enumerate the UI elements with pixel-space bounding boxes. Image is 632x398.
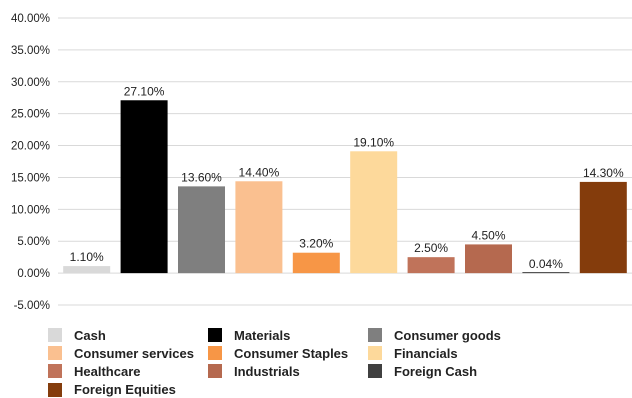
bar-foreign-equities	[579, 181, 627, 274]
bar-consumer-services	[235, 181, 283, 274]
bar-healthcare	[407, 257, 455, 274]
data-label: 14.40%	[239, 165, 280, 179]
y-tick-label: 25.00%	[11, 109, 50, 121]
legend-swatch	[368, 364, 382, 379]
bar-industrials	[465, 244, 512, 274]
y-tick-label: 5.00%	[17, 236, 50, 248]
legend-label: Cash	[74, 327, 106, 343]
legend-label: Materials	[234, 327, 291, 343]
data-label: 4.50%	[471, 228, 505, 242]
legend-swatch	[48, 382, 62, 397]
data-label: 2.50%	[414, 241, 448, 255]
legend-swatch	[208, 346, 222, 361]
legend-swatch	[368, 346, 382, 361]
legend-swatch	[208, 364, 222, 379]
legend-label: Healthcare	[74, 363, 141, 379]
data-label: 19.10%	[353, 135, 394, 149]
legend-label: Industrials	[234, 363, 300, 379]
data-label: 1.10%	[70, 250, 104, 264]
legend-item-consumer-services: Consumer services	[48, 345, 194, 361]
y-tick-label: 10.00%	[11, 204, 50, 216]
bar-consumer-goods	[178, 186, 225, 274]
data-label: 27.10%	[124, 84, 165, 98]
legend-swatch	[48, 328, 62, 342]
y-tick-label: 0.00%	[17, 268, 50, 280]
data-label: 13.60%	[181, 170, 222, 184]
legend-swatch	[368, 328, 382, 342]
y-axis-tick-labels: 40.00% 35.00% 30.00% 25.00% 20.00% 15.00% 10.0…	[11, 13, 50, 312]
legend-swatch	[208, 328, 222, 342]
legend-label: Foreign Cash	[394, 363, 478, 379]
legend-item-consumer-goods: Consumer goods	[368, 327, 501, 343]
bars	[63, 100, 627, 274]
legend-swatch	[48, 346, 62, 361]
legend-item-cash: Cash	[48, 327, 106, 343]
y-tick-label: 15.00%	[11, 172, 50, 184]
legend-item-healthcare: Healthcare	[48, 363, 140, 379]
bar-cash	[63, 266, 111, 274]
y-tick-label: -5.00%	[14, 300, 50, 312]
legend-label: Consumer Staples	[234, 345, 349, 361]
bar-materials	[120, 100, 168, 274]
legend-label: Financials	[394, 345, 458, 361]
bar-foreign-cash	[522, 272, 570, 274]
bar-consumer-staples	[292, 252, 340, 274]
legend-label: Consumer goods	[394, 327, 501, 343]
bar-financials	[350, 151, 398, 274]
legend-label: Foreign Equities	[74, 382, 176, 398]
data-label: 3.20%	[299, 237, 333, 251]
y-tick-label: 20.00%	[11, 141, 50, 153]
data-label: 0.04%	[529, 257, 563, 271]
y-tick-label: 35.00%	[11, 45, 50, 57]
legend-swatch	[48, 364, 62, 379]
legend-item-foreign-cash: Foreign Cash	[368, 363, 477, 379]
data-label: 14.30%	[583, 166, 624, 180]
legend-item-materials: Materials	[208, 327, 290, 343]
legend-item-foreign-equities: Foreign Equities	[48, 382, 176, 398]
legend-item-consumer-staples: Consumer Staples	[208, 345, 348, 361]
bar-chart: 40.00% 35.00% 30.00% 25.00% 20.00% 15.00% 10.0…	[11, 13, 632, 312]
legend-label: Consumer services	[74, 345, 194, 361]
legend-item-financials: Financials	[368, 345, 458, 361]
legend-item-industrials: Industrials	[208, 363, 300, 379]
data-labels: 1.10% 27.10% 13.60% 14.40% 3.20% 19.10% 2.50% 4…	[70, 84, 624, 271]
chart-legend: Cash Materials Consumer goods Consumer serv…	[48, 327, 628, 398]
y-tick-label: 30.00%	[11, 77, 50, 89]
y-tick-label: 40.00%	[11, 13, 50, 25]
